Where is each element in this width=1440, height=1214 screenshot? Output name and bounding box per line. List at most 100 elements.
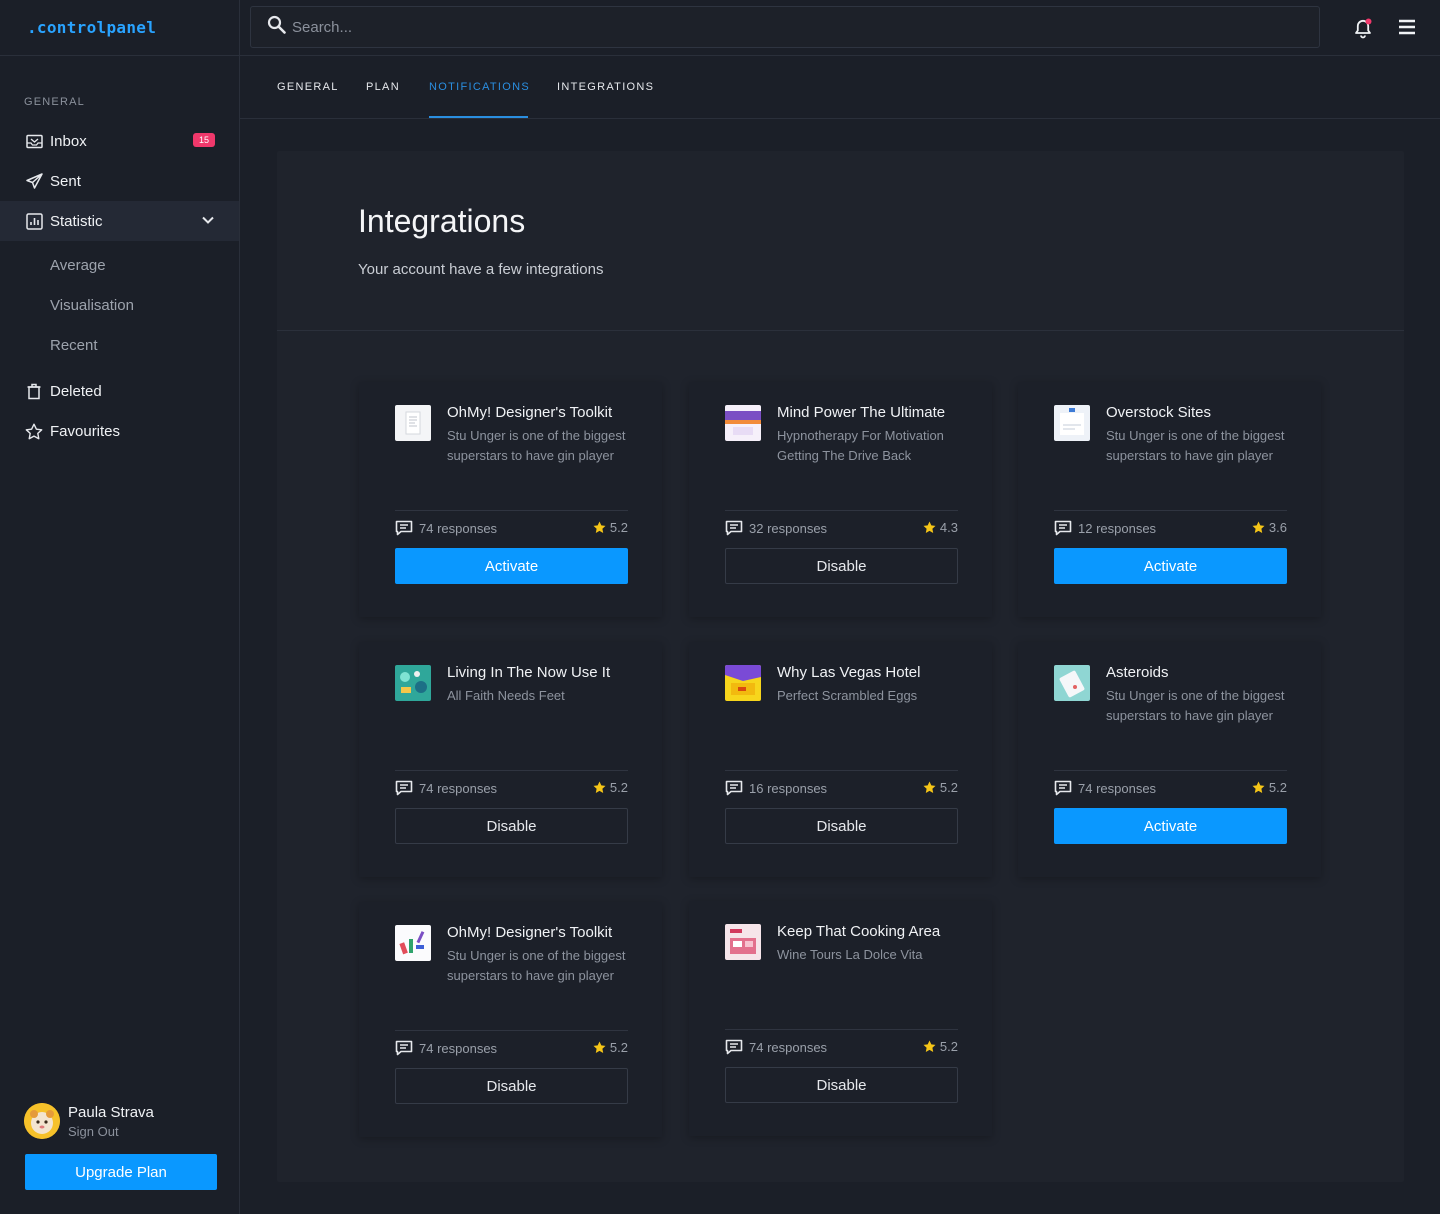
sidebar-item-favourites[interactable]: Favourites xyxy=(0,411,239,451)
integration-title: Keep That Cooking Area xyxy=(777,923,941,940)
responses-count: 74 responses xyxy=(419,520,498,536)
sidebar-item-label: Statistic xyxy=(50,212,103,230)
inbox-count-badge: 15 xyxy=(192,133,215,147)
tab-plan[interactable]: PLAN xyxy=(366,81,400,93)
integration-title: Why Las Vegas Hotel xyxy=(777,664,921,681)
upgrade-plan-button[interactable]: Upgrade Plan xyxy=(25,1154,217,1190)
comment-icon xyxy=(395,520,413,536)
integration-card: OhMy! Designer's Toolkit Stu Unger is on… xyxy=(359,902,662,1137)
rating-value: 5.2 xyxy=(939,1039,958,1054)
integration-title: OhMy! Designer's Toolkit xyxy=(447,924,613,941)
search-box[interactable] xyxy=(250,6,1320,48)
responses: 74 responses xyxy=(395,520,497,536)
responses-count: 74 responses xyxy=(419,1040,498,1056)
star-icon xyxy=(1252,781,1265,793)
integration-description: All Faith Needs Feet xyxy=(447,688,565,703)
integration-title: Mind Power The Ultimate xyxy=(777,404,946,421)
responses-count: 16 responses xyxy=(749,780,828,796)
bell-icon[interactable] xyxy=(1352,17,1374,44)
sidebar-item-label: Inbox xyxy=(50,132,87,150)
rating: 5.2 xyxy=(593,1040,628,1055)
disable-button[interactable]: Disable xyxy=(395,1068,628,1104)
star-icon xyxy=(1252,521,1265,533)
integration-description: Perfect Scrambled Eggs xyxy=(777,688,918,703)
star-icon xyxy=(923,1040,936,1052)
card-divider xyxy=(1054,510,1287,511)
rating-value: 5.2 xyxy=(939,780,958,795)
integration-card: Mind Power The Ultimate Hypnotherapy For… xyxy=(689,382,992,617)
responses: 74 responses xyxy=(1054,780,1156,796)
card-divider xyxy=(395,1030,628,1031)
rating: 5.2 xyxy=(1252,780,1287,795)
tab-integrations[interactable]: INTEGRATIONS xyxy=(557,81,655,93)
app-logo[interactable]: .controlpanel xyxy=(0,0,239,56)
activate-button[interactable]: Activate xyxy=(1054,548,1287,584)
tab-general[interactable]: GENERAL xyxy=(277,81,339,93)
disable-button[interactable]: Disable xyxy=(725,548,958,584)
sidebar-item-deleted[interactable]: Deleted xyxy=(0,371,239,411)
avatar[interactable] xyxy=(24,1103,60,1139)
sidebar-item-sent[interactable]: Sent xyxy=(0,161,239,201)
rating: 5.2 xyxy=(593,520,628,535)
comment-icon xyxy=(1054,780,1072,796)
sign-out-link[interactable]: Sign Out xyxy=(68,1123,119,1139)
panel-header: Integrations Your account have a few int… xyxy=(277,151,1404,331)
integration-thumbnail xyxy=(395,665,431,701)
sidebar-item-label: Deleted xyxy=(50,382,102,400)
user-profile: Paula Strava Sign Out xyxy=(24,1103,154,1139)
sidebar-item-inbox[interactable]: Inbox 15 xyxy=(0,121,239,161)
sidebar-subitem-average[interactable]: Average xyxy=(50,257,106,274)
integration-card: Living In The Now Use It All Faith Needs… xyxy=(359,642,662,877)
tab-notifications[interactable]: NOTIFICATIONS xyxy=(429,81,531,93)
chevron-down-icon[interactable] xyxy=(201,213,215,231)
rating-value: 3.6 xyxy=(1268,520,1287,535)
disable-button[interactable]: Disable xyxy=(395,808,628,844)
activate-button[interactable]: Activate xyxy=(395,548,628,584)
rating-value: 5.2 xyxy=(609,520,628,535)
sidebar: .controlpanel GENERAL Inbox 15 Sent Stat… xyxy=(0,0,240,1214)
integration-description: Hypnotherapy For Motivation Getting The … xyxy=(777,428,944,463)
sidebar-subitem-recent[interactable]: Recent xyxy=(50,337,98,354)
card-divider xyxy=(725,1029,958,1030)
search-input[interactable] xyxy=(292,18,1192,36)
responses-count: 74 responses xyxy=(1078,780,1157,796)
responses: 74 responses xyxy=(725,1039,827,1055)
rating: 3.6 xyxy=(1252,520,1287,535)
responses-count: 74 responses xyxy=(749,1039,828,1055)
active-tab-indicator xyxy=(429,116,528,118)
integration-description: Stu Unger is one of the biggest supersta… xyxy=(1106,428,1285,463)
activate-button[interactable]: Activate xyxy=(1054,808,1287,844)
responses-count: 32 responses xyxy=(749,520,828,536)
rating-value: 4.3 xyxy=(939,520,958,535)
menu-icon[interactable] xyxy=(1398,19,1416,40)
disable-button[interactable]: Disable xyxy=(725,1067,958,1103)
star-icon xyxy=(593,781,606,793)
star-icon xyxy=(923,521,936,533)
integration-title: Overstock Sites xyxy=(1106,404,1212,421)
integration-card: OhMy! Designer's Toolkit Stu Unger is on… xyxy=(359,382,662,617)
sidebar-item-statistic[interactable]: Statistic xyxy=(0,201,239,241)
card-divider xyxy=(1054,770,1287,771)
integration-description: Stu Unger is one of the biggest supersta… xyxy=(447,948,626,983)
responses-count: 12 responses xyxy=(1078,520,1157,536)
integration-description: Stu Unger is one of the biggest supersta… xyxy=(447,428,626,463)
comment-icon xyxy=(725,1039,743,1055)
responses: 74 responses xyxy=(395,780,497,796)
comment-icon xyxy=(395,780,413,796)
comment-icon xyxy=(395,1040,413,1056)
disable-button[interactable]: Disable xyxy=(725,808,958,844)
integration-card: Keep That Cooking Area Wine Tours La Dol… xyxy=(689,901,992,1136)
responses: 12 responses xyxy=(1054,520,1156,536)
sidebar-subitem-visualisation[interactable]: Visualisation xyxy=(50,297,134,314)
comment-icon xyxy=(725,780,743,796)
comment-icon xyxy=(1054,520,1072,536)
rating-value: 5.2 xyxy=(1268,780,1287,795)
trash-icon xyxy=(24,381,44,401)
integration-title: Asteroids xyxy=(1106,664,1169,681)
rating: 5.2 xyxy=(923,780,958,795)
integrations-panel: Integrations Your account have a few int… xyxy=(277,151,1404,1182)
card-divider xyxy=(725,510,958,511)
integration-description: Stu Unger is one of the biggest supersta… xyxy=(1106,688,1285,723)
integration-card: Asteroids Stu Unger is one of the bigges… xyxy=(1018,642,1321,877)
paper-plane-icon xyxy=(24,171,44,191)
